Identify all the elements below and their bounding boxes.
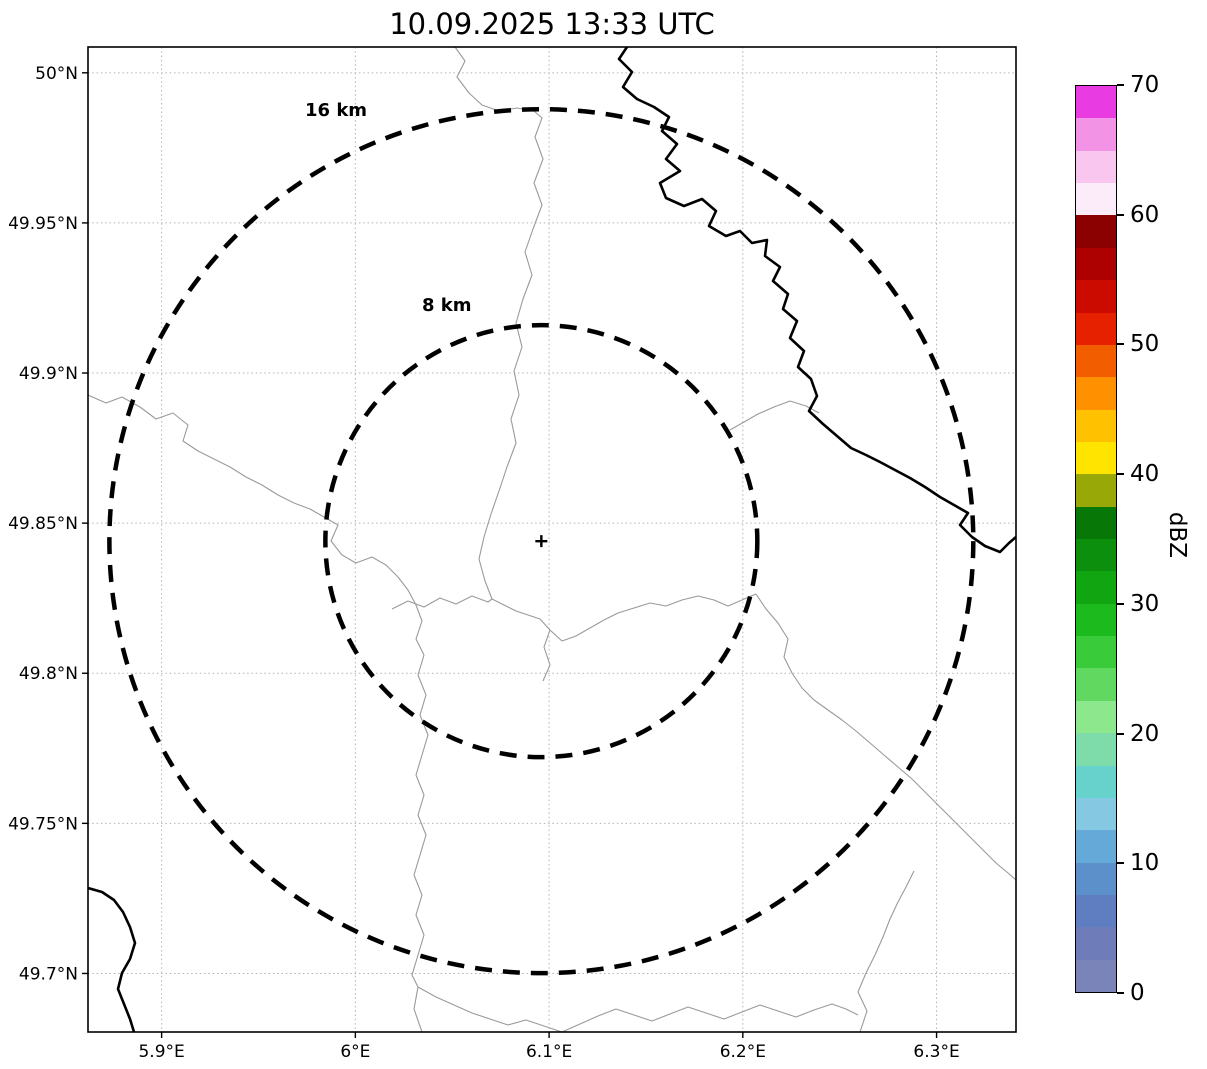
- colorbar-band: [1076, 894, 1116, 928]
- colorbar-band: [1076, 603, 1116, 637]
- admin-boundary-line: [857, 870, 915, 1032]
- colorbar-band: [1076, 344, 1116, 378]
- colorbar-tick-mark: [1117, 473, 1124, 476]
- range-ring-label-8km: 8 km: [422, 295, 472, 316]
- admin-boundary-line: [542, 629, 551, 682]
- colorbar: [1075, 85, 1117, 993]
- colorbar-tick-label: 10: [1130, 850, 1160, 877]
- colorbar-band: [1076, 441, 1116, 475]
- colorbar-band: [1076, 959, 1116, 993]
- x-tick-label: 5.9°E: [138, 1042, 184, 1062]
- colorbar-band: [1076, 927, 1116, 960]
- colorbar-band: [1076, 118, 1116, 151]
- y-tick-label: 49.9°N: [19, 364, 78, 384]
- admin-boundary-line: [729, 400, 820, 431]
- colorbar-band: [1076, 312, 1116, 345]
- x-tick-label: 6.2°E: [720, 1042, 766, 1062]
- colorbar-tick-mark: [1117, 602, 1124, 605]
- colorbar-tick-label: 60: [1130, 201, 1160, 228]
- range-ring-16km: [107, 106, 976, 976]
- colorbar-tick-mark: [1117, 862, 1124, 865]
- colorbar-band: [1076, 571, 1116, 604]
- colorbar-band: [1076, 733, 1116, 766]
- colorbar-band: [1076, 797, 1116, 831]
- admin-boundary-line: [417, 986, 563, 1032]
- colorbar-band: [1076, 409, 1116, 442]
- colorbar-band: [1076, 668, 1116, 701]
- river-border-line: [88, 886, 137, 1032]
- radar-site-marker: [535, 535, 548, 548]
- colorbar-band: [1076, 183, 1116, 216]
- colorbar-band: [1076, 700, 1116, 734]
- colorbar-unit-label: dBZ: [1164, 511, 1191, 559]
- plot-frame: [87, 46, 1017, 1033]
- x-tick-label: 6°E: [340, 1042, 370, 1062]
- colorbar-tick-label: 0: [1130, 980, 1145, 1006]
- y-tick-label: 50°N: [35, 64, 78, 84]
- colorbar-tick-label: 70: [1130, 72, 1160, 98]
- admin-boundary-line: [391, 593, 757, 642]
- colorbar-tick-mark: [1117, 213, 1124, 216]
- admin-boundary-line: [454, 47, 544, 600]
- colorbar-tick-label: 20: [1130, 720, 1160, 747]
- colorbar-band: [1076, 215, 1116, 248]
- colorbar-tick-label: 40: [1130, 461, 1160, 488]
- y-tick-label: 49.7°N: [19, 964, 78, 984]
- plot-title: 10.09.2025 13:33 UTC: [389, 7, 715, 41]
- colorbar-tick-mark: [1117, 84, 1124, 86]
- colorbar-band: [1076, 247, 1116, 281]
- colorbar-band: [1076, 377, 1116, 410]
- colorbar-band: [1076, 506, 1116, 540]
- x-tick-label: 6.3°E: [913, 1042, 959, 1062]
- x-tick-label: 6.1°E: [526, 1042, 572, 1062]
- colorbar-band: [1076, 86, 1116, 119]
- colorbar-tick-mark: [1117, 992, 1124, 994]
- y-tick-label: 49.95°N: [8, 214, 78, 234]
- admin-boundary-line: [88, 394, 425, 656]
- y-tick-label: 49.75°N: [8, 814, 78, 834]
- colorbar-band: [1076, 636, 1116, 669]
- colorbar-tick-label: 30: [1130, 590, 1160, 617]
- colorbar-tick-label: 50: [1130, 331, 1160, 358]
- admin-boundary-line: [411, 654, 429, 1032]
- colorbar-band: [1076, 280, 1116, 313]
- colorbar-band: [1076, 830, 1116, 863]
- colorbar-band: [1076, 862, 1116, 895]
- range-ring-label-16km: 16 km: [305, 100, 367, 121]
- admin-boundary-line: [561, 1003, 859, 1032]
- river-border-line: [617, 47, 1016, 554]
- colorbar-band: [1076, 474, 1116, 507]
- range-ring-8km: [323, 322, 760, 760]
- y-tick-label: 49.85°N: [8, 514, 78, 534]
- admin-boundary-line: [755, 593, 1016, 881]
- colorbar-band: [1076, 539, 1116, 572]
- y-tick-label: 49.8°N: [19, 664, 78, 684]
- colorbar-band: [1076, 765, 1116, 798]
- colorbar-tick-mark: [1117, 343, 1124, 346]
- colorbar-tick-mark: [1117, 732, 1124, 735]
- colorbar-band: [1076, 150, 1116, 184]
